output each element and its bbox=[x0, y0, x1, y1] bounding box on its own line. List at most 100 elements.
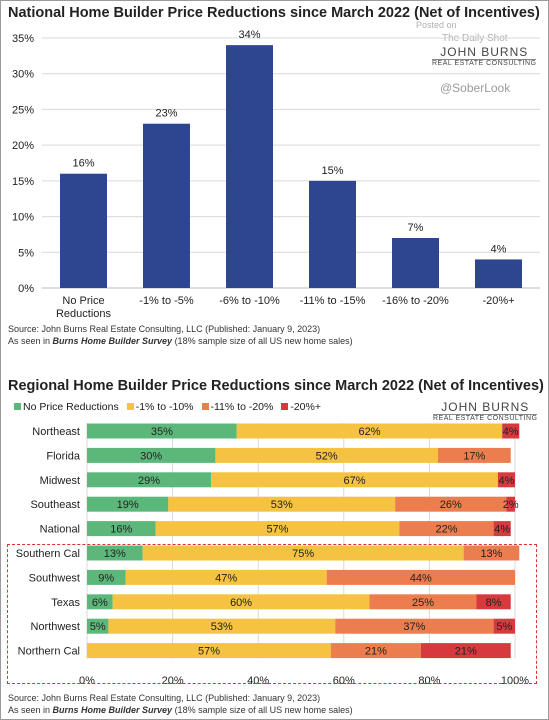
bottom-bar-southwest-1-to-10 bbox=[125, 569, 327, 585]
top-source-suffix: (18% sample size of all US new home sale… bbox=[172, 336, 353, 346]
top-logo-sub: REAL ESTATE CONSULTING bbox=[432, 59, 537, 67]
bottom-data-label: 52% bbox=[316, 450, 338, 462]
bottom-data-label: 44% bbox=[410, 572, 432, 584]
bottom-data-label: 19% bbox=[117, 499, 139, 511]
bottom-data-label: 53% bbox=[211, 621, 233, 633]
legend-swatch bbox=[281, 403, 289, 410]
bottom-xtick-label: 100% bbox=[501, 675, 529, 687]
legend-item-11-to-20: -11% to -20% bbox=[201, 401, 273, 413]
bottom-bar-midwest-1-to-10 bbox=[211, 472, 498, 488]
top-data-label: 7% bbox=[408, 222, 424, 234]
bottom-bar-northeast-1-to-10 bbox=[236, 423, 503, 439]
bottom-data-label: 47% bbox=[215, 572, 237, 584]
bottom-bar-northeast-no-price-reductions bbox=[87, 423, 237, 439]
bottom-bar-southeast-20 bbox=[506, 496, 515, 512]
bottom-bar-southwest-11-to-20 bbox=[326, 569, 515, 585]
top-ytick-label: 20% bbox=[12, 140, 34, 152]
legend-label: -1% to -10% bbox=[135, 401, 194, 413]
bottom-category-label: Southwest bbox=[29, 572, 80, 584]
bottom-category-label: Southeast bbox=[30, 499, 80, 511]
top-logo-name: JOHN BURNS bbox=[440, 45, 529, 59]
bottom-bar-southwest-no-price-reductions bbox=[87, 569, 126, 585]
bottom-data-label: 6% bbox=[92, 597, 108, 609]
bottom-data-label: 13% bbox=[480, 548, 502, 560]
top-bar-1-to-5 bbox=[143, 123, 190, 288]
bottom-source-survey: Burns Home Builder Survey bbox=[52, 705, 173, 715]
highlight-box bbox=[7, 544, 537, 684]
top-logo: JOHN BURNS REAL ESTATE CONSULTING bbox=[432, 45, 537, 67]
bottom-data-label: 13% bbox=[104, 548, 126, 560]
watermark-posted: Posted on bbox=[416, 20, 457, 30]
top-xtick-label: -11% to -15% bbox=[300, 295, 366, 307]
top-ytick-label: 30% bbox=[12, 69, 34, 81]
top-xtick-label: -16% to -20% bbox=[382, 295, 449, 307]
legend-item-20: -20%+ bbox=[281, 401, 321, 413]
bottom-category-label: Midwest bbox=[40, 475, 80, 487]
bottom-data-label: 75% bbox=[292, 548, 314, 560]
top-source: Source: John Burns Real Estate Consultin… bbox=[8, 323, 353, 347]
legend-swatch bbox=[201, 403, 209, 410]
top-chart-title: National Home Builder Price Reductions s… bbox=[8, 5, 540, 21]
bottom-bar-florida-1-to-10 bbox=[215, 447, 438, 463]
bottom-bar-midwest-20 bbox=[497, 472, 515, 488]
bottom-bar-northwest-no-price-reductions bbox=[87, 618, 109, 634]
bottom-bar-northeast-20 bbox=[502, 423, 520, 439]
bottom-data-label: 62% bbox=[358, 426, 380, 438]
top-xtick-label: -6% to -10% bbox=[219, 295, 280, 307]
bottom-chart-title: Regional Home Builder Price Reductions s… bbox=[8, 378, 544, 394]
top-ytick-label: 10% bbox=[12, 212, 34, 224]
bottom-data-label: 4% bbox=[498, 475, 514, 487]
bottom-data-label: 4% bbox=[494, 524, 510, 536]
bottom-data-label: 67% bbox=[343, 475, 365, 487]
top-bar-6-to-10 bbox=[226, 45, 273, 289]
bottom-data-label: 57% bbox=[198, 646, 220, 658]
bottom-category-label: Northeast bbox=[32, 426, 80, 438]
bottom-logo: JOHN BURNS REAL ESTATE CONSULTING bbox=[433, 400, 538, 422]
bottom-xtick-label: 80% bbox=[418, 675, 440, 687]
bottom-bar-southern-cal-1-to-10 bbox=[142, 545, 464, 561]
bottom-bar-northwest-11-to-20 bbox=[335, 618, 494, 634]
bottom-bar-florida-11-to-20 bbox=[437, 447, 511, 463]
bottom-bar-national-1-to-10 bbox=[155, 521, 400, 537]
bottom-data-label: 21% bbox=[455, 646, 477, 658]
top-data-label: 4% bbox=[491, 243, 507, 255]
bottom-data-label: 16% bbox=[110, 524, 132, 536]
bottom-category-label: Southern Cal bbox=[16, 548, 80, 560]
top-source-survey: Burns Home Builder Survey bbox=[52, 336, 173, 346]
bottom-xtick-label: 0% bbox=[79, 675, 95, 687]
legend-item-no-price-reductions: No Price Reductions bbox=[14, 401, 119, 413]
top-ytick-label: 5% bbox=[18, 247, 34, 259]
bottom-category-label: Florida bbox=[46, 450, 81, 462]
bottom-data-label: 21% bbox=[365, 646, 387, 658]
bottom-category-label: Northwest bbox=[30, 621, 80, 633]
top-xtick-label: Reductions bbox=[56, 308, 112, 320]
bottom-xtick-label: 60% bbox=[333, 675, 355, 687]
top-source-line1: Source: John Burns Real Estate Consultin… bbox=[8, 324, 321, 334]
top-data-label: 16% bbox=[72, 158, 94, 170]
top-source-prefix: As seen in bbox=[8, 336, 53, 346]
top-xtick-label: -1% to -5% bbox=[139, 295, 194, 307]
top-bar-16-to-20 bbox=[392, 238, 439, 288]
bottom-source: Source: John Burns Real Estate Consultin… bbox=[8, 692, 353, 716]
legend-item-1-to-10: -1% to -10% bbox=[126, 401, 194, 413]
bottom-category-label: Texas bbox=[51, 597, 80, 609]
bottom-data-label: 17% bbox=[463, 450, 485, 462]
bottom-source-suffix: (18% sample size of all US new home sale… bbox=[172, 705, 353, 715]
bottom-bar-midwest-no-price-reductions bbox=[87, 472, 212, 488]
bottom-bar-southeast-11-to-20 bbox=[395, 496, 507, 512]
bottom-bar-southern-cal-11-to-20 bbox=[463, 545, 520, 561]
top-bar-chart: 0% 5% 10% 15% 20% 25% 30% 35% 16% No PriceReducti… bbox=[12, 29, 540, 320]
bottom-data-label: 2% bbox=[503, 499, 519, 511]
bottom-bar-northwest-1-to-10 bbox=[108, 618, 336, 634]
bottom-bar-northern-cal-1-to-10 bbox=[87, 643, 331, 659]
bottom-bar-florida-no-price-reductions bbox=[87, 447, 216, 463]
legend-label: No Price Reductions bbox=[23, 401, 119, 413]
bottom-bar-texas-1-to-10 bbox=[112, 594, 370, 610]
top-ytick-label: 0% bbox=[18, 283, 34, 295]
bottom-data-label: 30% bbox=[140, 450, 162, 462]
top-data-label: 23% bbox=[155, 108, 177, 120]
top-xtick-label: -20%+ bbox=[482, 295, 514, 307]
top-ytick-label: 25% bbox=[12, 104, 34, 116]
bottom-stacked-chart: 0% 20% 40% 60% 80% 100% Northeast 35% 62% 4% Flori… bbox=[16, 423, 529, 687]
watermark-soberlook: @SoberLook bbox=[440, 81, 511, 95]
